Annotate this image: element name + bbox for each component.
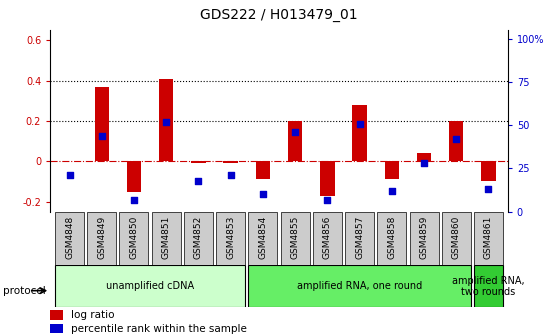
Text: log ratio: log ratio: [71, 310, 114, 320]
Text: GSM4857: GSM4857: [355, 216, 364, 259]
Point: [129, 197, 138, 202]
Bar: [352, 105, 367, 161]
Text: GSM4858: GSM4858: [387, 216, 396, 259]
Bar: [474, 212, 503, 265]
Text: GSM4861: GSM4861: [484, 216, 493, 259]
Text: protocol: protocol: [3, 286, 46, 296]
Bar: [248, 265, 471, 307]
Point: [258, 192, 267, 197]
Text: GSM4849: GSM4849: [97, 216, 106, 259]
Text: GSM4859: GSM4859: [420, 216, 429, 259]
Point: [420, 161, 429, 166]
Point: [484, 186, 493, 192]
Text: GSM4855: GSM4855: [291, 216, 300, 259]
Point: [194, 178, 203, 183]
Point: [226, 173, 235, 178]
Bar: [410, 212, 439, 265]
Bar: [449, 121, 464, 161]
Text: percentile rank within the sample: percentile rank within the sample: [71, 324, 247, 334]
Bar: [248, 212, 277, 265]
Bar: [87, 212, 116, 265]
Text: GDS222 / H013479_01: GDS222 / H013479_01: [200, 8, 358, 23]
Point: [355, 121, 364, 126]
Bar: [55, 212, 84, 265]
Bar: [384, 161, 399, 179]
Text: GSM4860: GSM4860: [452, 216, 461, 259]
Bar: [345, 212, 374, 265]
Text: GSM4848: GSM4848: [65, 216, 74, 259]
Bar: [281, 212, 310, 265]
Point: [323, 197, 332, 202]
Bar: [377, 212, 406, 265]
Point: [291, 129, 300, 135]
Bar: [256, 161, 270, 179]
Bar: [50, 324, 63, 333]
Bar: [313, 212, 342, 265]
Point: [162, 119, 171, 125]
Point: [65, 173, 74, 178]
Bar: [442, 212, 471, 265]
Bar: [417, 153, 431, 161]
Text: GSM4850: GSM4850: [129, 216, 138, 259]
Bar: [223, 161, 238, 163]
Text: GSM4852: GSM4852: [194, 216, 203, 259]
Bar: [152, 212, 181, 265]
Bar: [119, 212, 148, 265]
Bar: [481, 161, 496, 181]
Bar: [288, 121, 302, 161]
Bar: [184, 212, 213, 265]
Point: [97, 133, 106, 138]
Text: GSM4853: GSM4853: [226, 216, 235, 259]
Bar: [474, 265, 503, 307]
Point: [452, 136, 461, 142]
Text: GSM4851: GSM4851: [162, 216, 171, 259]
Bar: [50, 310, 63, 320]
Bar: [55, 265, 245, 307]
Text: amplified RNA, one round: amplified RNA, one round: [297, 282, 422, 291]
Bar: [94, 87, 109, 161]
Bar: [320, 161, 335, 196]
Bar: [216, 212, 245, 265]
Bar: [191, 161, 206, 163]
Text: amplified RNA,
two rounds: amplified RNA, two rounds: [452, 276, 525, 297]
Text: unamplified cDNA: unamplified cDNA: [106, 282, 194, 291]
Bar: [127, 161, 141, 192]
Point: [387, 188, 396, 194]
Text: GSM4854: GSM4854: [258, 216, 267, 259]
Bar: [159, 79, 174, 161]
Text: GSM4856: GSM4856: [323, 216, 332, 259]
